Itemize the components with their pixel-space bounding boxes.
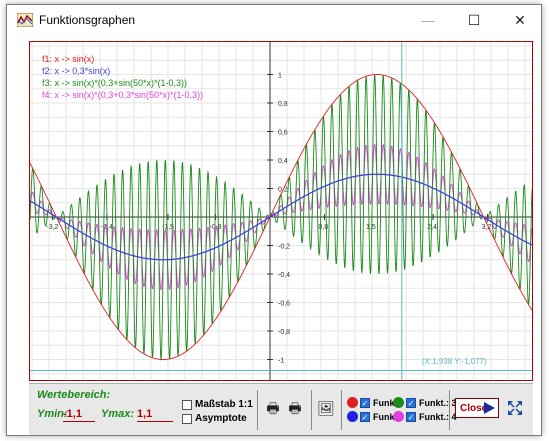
y-tick-label: -1 bbox=[278, 358, 284, 365]
funkt2-color-dot bbox=[347, 411, 358, 422]
main-window: Funktionsgraphen — ☐ ✕ -3,2 -2,4 -1,5 -0,8 0… bbox=[6, 4, 542, 436]
funkt4-label: Funkt.: 4 bbox=[419, 412, 457, 422]
curves bbox=[30, 74, 532, 362]
funkt2-label: Funkt.: 2 bbox=[373, 412, 411, 422]
separator bbox=[449, 390, 450, 430]
y-tick-label: 0,4 bbox=[278, 158, 288, 165]
title-bar: Funktionsgraphen — ☐ ✕ bbox=[7, 5, 541, 35]
close-button-label: Close bbox=[460, 403, 488, 414]
ymax-value[interactable]: 1,1 bbox=[137, 408, 153, 420]
ymin-label: Ymin: bbox=[37, 408, 68, 420]
x-tick-label: 2,4 bbox=[427, 224, 437, 231]
y-tick-label: -0,2 bbox=[278, 244, 290, 251]
legend-f1: f1: x -> sin(x) bbox=[42, 54, 94, 64]
grid bbox=[30, 42, 532, 380]
y-tick-label: 0,8 bbox=[278, 101, 288, 108]
x-tick-label: 1,5 bbox=[366, 224, 376, 231]
window-close-button[interactable]: ✕ bbox=[514, 12, 526, 28]
ymax-underline bbox=[137, 421, 173, 422]
massstab-checkbox[interactable] bbox=[182, 400, 192, 410]
funkt1-color-dot bbox=[347, 397, 358, 408]
y-tick-label: 1 bbox=[278, 73, 282, 80]
y-tick-label: 0,6 bbox=[278, 130, 288, 137]
funkt4-color-dot bbox=[393, 411, 404, 422]
app-icon bbox=[17, 13, 33, 27]
curve-f4 bbox=[30, 143, 532, 291]
massstab-label: Maßstab 1:1 bbox=[195, 399, 253, 410]
x-tick-label: 3,2 bbox=[482, 224, 492, 231]
funkt1-checkbox[interactable]: ✓ bbox=[360, 398, 370, 408]
arrow-right-icon bbox=[484, 402, 495, 414]
separator bbox=[257, 390, 258, 430]
plot-frame: -3,2 -2,4 -1,5 -0,8 0,8 1,5 2,4 3,2 1 0,8 0,6 0,4 0,… bbox=[29, 41, 533, 381]
funkt4-checkbox[interactable]: ✓ bbox=[406, 412, 416, 422]
curve-f1 bbox=[30, 74, 532, 360]
ymax-label: Ymax: bbox=[101, 408, 135, 420]
window-title: Funktionsgraphen bbox=[39, 13, 136, 27]
separator bbox=[341, 390, 342, 430]
ymin-underline bbox=[63, 421, 95, 422]
funkt2-checkbox[interactable]: ✓ bbox=[360, 412, 370, 422]
funkt3-color-dot bbox=[393, 397, 404, 408]
funkt3-checkbox[interactable]: ✓ bbox=[406, 398, 416, 408]
x-tick-label: -1,5 bbox=[162, 224, 174, 231]
asymptote-label: Asymptote bbox=[195, 413, 247, 424]
save-image-icon[interactable]: 🖼 bbox=[317, 400, 335, 416]
legend-f2: f2: x -> 0,3*sin(x) bbox=[42, 66, 110, 76]
y-tick-label: -0,8 bbox=[278, 329, 290, 336]
ymin-value[interactable]: -1,1 bbox=[63, 408, 82, 420]
minimize-button[interactable]: — bbox=[421, 12, 435, 28]
funkt3-label: Funkt.: 3 bbox=[419, 398, 457, 408]
y-tick-label: -0,4 bbox=[278, 272, 290, 279]
close-button[interactable]: Close bbox=[455, 398, 499, 418]
y-tick-label: -0,6 bbox=[278, 301, 290, 308]
cursor-coordinate-readout: (X:1,938 Y:-1,077) bbox=[422, 357, 487, 366]
axes bbox=[30, 42, 532, 380]
legend-f4: f4: x -> sin(x)*(0,3+0,3*sin(50*x)*(1-0,… bbox=[42, 90, 203, 100]
printer-color-icon[interactable]: 🖶 bbox=[288, 400, 302, 416]
legend-f3: f3: x -> sin(x)*(0,3+sin(50*x)*(1-0,3)) bbox=[42, 78, 187, 88]
maximize-button[interactable]: ☐ bbox=[467, 12, 481, 28]
resize-icon[interactable] bbox=[507, 400, 523, 416]
wertebereich-label: Wertebereich: bbox=[37, 389, 111, 401]
x-tick-label: 0,8 bbox=[318, 224, 328, 231]
cursor-lines bbox=[30, 42, 532, 380]
x-tick-label: -3,2 bbox=[46, 224, 58, 231]
curve-f2 bbox=[30, 173, 532, 261]
separator bbox=[311, 390, 312, 430]
funkt1-label: Funkt.: 1 bbox=[373, 398, 411, 408]
asymptote-checkbox[interactable] bbox=[182, 414, 192, 424]
control-panel: Wertebereich: Ymin: -1,1 Ymax: 1,1 Maßst… bbox=[29, 383, 533, 435]
printer-icon[interactable]: 🖶 bbox=[266, 400, 280, 416]
function-plot[interactable]: -3,2 -2,4 -1,5 -0,8 0,8 1,5 2,4 3,210,80,60,40,… bbox=[30, 42, 532, 380]
